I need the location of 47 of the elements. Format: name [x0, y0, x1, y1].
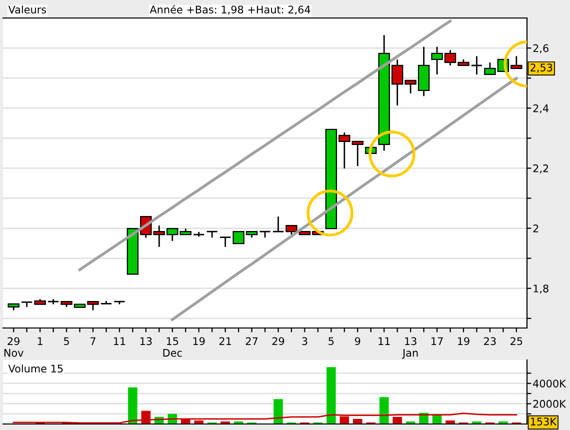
line-series	[170, 76, 518, 321]
candlestick	[206, 230, 218, 238]
x-tick-label: 9	[354, 337, 360, 346]
x-tick-label: 29 Nov	[4, 337, 24, 357]
x-tick-label: 13	[140, 337, 152, 346]
y-tick-label: 2000K	[533, 400, 566, 408]
x-tick-label: 23	[484, 337, 496, 346]
annotation: 153K	[530, 418, 557, 426]
x-tick-label: 7	[90, 337, 96, 345]
x-tick-label: 19	[458, 337, 470, 346]
bar	[432, 415, 442, 424]
x-tick-label: 1	[38, 337, 42, 345]
bar	[352, 418, 362, 424]
y-tick-label: 2,4	[533, 104, 549, 114]
candlestick	[219, 236, 232, 248]
x-tick-label: 3	[302, 337, 308, 346]
x-tick-label: 5	[328, 337, 334, 346]
x-tick-label: 13 Jan	[402, 337, 418, 359]
candlestick	[272, 216, 284, 232]
chart-subtitle: Année +Bas: 1,98 +Haut: 2,64	[150, 5, 310, 15]
chart-title: Volume 15	[8, 364, 63, 373]
line-series	[12, 412, 518, 424]
chart-title: Valeurs	[8, 5, 46, 14]
bar	[326, 367, 336, 424]
y-tick-label: 1,8	[534, 284, 548, 294]
bar	[379, 397, 389, 424]
x-tick-label: 17	[432, 337, 443, 345]
x-tick-label: 5	[64, 337, 69, 346]
y-tick-label: 2,6	[533, 44, 548, 54]
x-tick-label: 11	[378, 337, 390, 345]
y-tick-label: 2	[533, 224, 538, 232]
x-tick-label: 27	[246, 337, 258, 345]
line-series	[78, 20, 452, 272]
x-tick-label: 11	[114, 337, 126, 345]
candlestick	[470, 55, 483, 76]
y-tick-label: 4000K	[533, 380, 566, 388]
x-tick-label: 25	[510, 337, 522, 346]
candlestick	[352, 140, 364, 167]
x-tick-label: 15 Dec	[163, 337, 182, 357]
x-tick-label: 19	[193, 337, 205, 346]
bar	[274, 399, 283, 424]
bar	[128, 387, 138, 424]
x-tick-label: 29	[272, 337, 284, 346]
candlestick	[286, 224, 298, 236]
y-tick-label: 2,2	[533, 164, 548, 174]
x-tick-label: 21	[219, 337, 231, 345]
annotation: 2,53	[530, 64, 552, 73]
